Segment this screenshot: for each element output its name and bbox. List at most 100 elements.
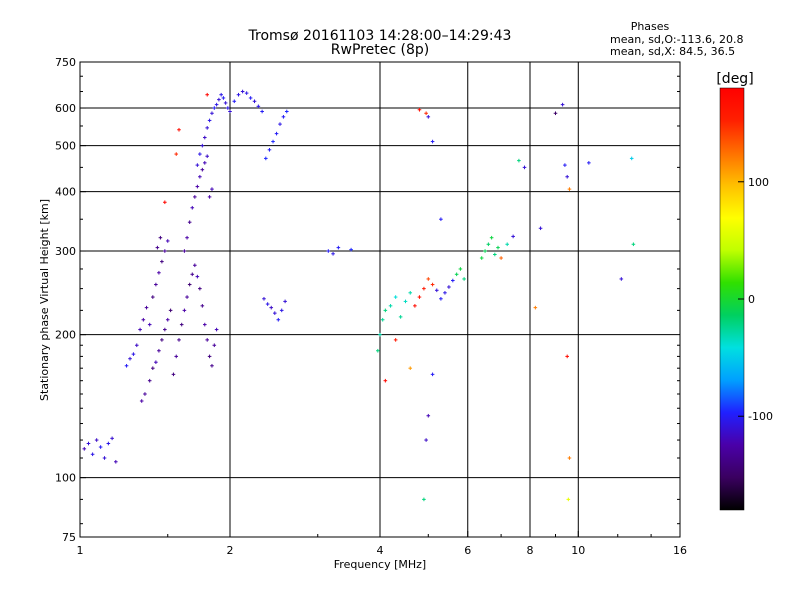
data-point	[154, 282, 158, 287]
data-point	[252, 99, 257, 104]
data-point	[171, 372, 176, 377]
data-point	[212, 343, 217, 348]
data-point	[244, 91, 249, 95]
x-tick-label: 8	[527, 544, 534, 557]
data-point	[408, 291, 413, 295]
data-point	[94, 438, 99, 442]
data-point	[331, 251, 335, 256]
data-point	[179, 322, 184, 327]
data-point	[486, 242, 491, 247]
data-point	[417, 107, 422, 112]
data-point	[193, 195, 197, 199]
data-point	[462, 277, 466, 281]
data-point	[139, 399, 144, 403]
data-point	[200, 143, 205, 148]
data-point	[276, 317, 281, 322]
data-point	[202, 135, 207, 140]
data-point	[272, 311, 277, 315]
data-points	[82, 89, 636, 502]
data-point	[260, 109, 264, 114]
data-point	[98, 445, 103, 449]
data-point	[177, 338, 181, 342]
data-point	[163, 249, 167, 253]
data-point	[134, 343, 139, 348]
y-tick-label: 300	[55, 245, 76, 258]
data-point	[221, 96, 226, 100]
data-point	[426, 277, 431, 281]
data-point	[567, 456, 572, 460]
data-point	[479, 256, 484, 260]
data-point	[177, 127, 181, 132]
y-tick-label: 750	[55, 56, 76, 69]
data-point	[496, 245, 500, 250]
data-point	[284, 109, 289, 114]
data-point	[110, 436, 114, 441]
data-point	[131, 352, 136, 356]
data-point	[217, 97, 221, 102]
y-tick-label: 200	[55, 329, 76, 342]
data-point	[265, 302, 270, 306]
data-point	[398, 315, 403, 319]
x-tick-label: 6	[464, 544, 471, 557]
data-point	[174, 152, 179, 156]
data-point	[195, 163, 200, 167]
data-point	[165, 239, 170, 243]
data-point	[195, 274, 200, 279]
data-point	[198, 152, 202, 156]
data-point	[158, 235, 163, 240]
chart-subtitle: RwPretec (8p)	[331, 42, 429, 58]
colorbar-label: [deg]	[716, 71, 753, 87]
data-point	[226, 106, 230, 110]
data-point	[214, 102, 219, 107]
stats-heading: Phases	[631, 20, 670, 33]
data-point	[147, 378, 152, 383]
x-tick-label: 10	[571, 544, 585, 557]
data-point	[505, 242, 509, 247]
data-point	[454, 272, 459, 277]
data-point	[205, 126, 209, 130]
data-point	[195, 184, 200, 189]
data-point	[144, 305, 149, 310]
data-point	[511, 234, 515, 239]
data-point	[106, 441, 111, 446]
data-point	[90, 452, 95, 457]
data-point	[147, 322, 152, 327]
data-point	[143, 392, 147, 396]
data-point	[274, 131, 279, 136]
y-tick-label: 100	[55, 472, 76, 485]
data-point	[264, 156, 268, 161]
data-point	[629, 156, 634, 161]
data-point	[380, 317, 385, 322]
data-point	[499, 256, 503, 260]
data-point	[190, 272, 195, 277]
data-point	[187, 282, 192, 287]
x-tick-label: 1	[77, 544, 84, 557]
data-point	[522, 165, 527, 170]
data-point	[388, 304, 393, 308]
data-point	[124, 363, 129, 368]
y-tick-label: 400	[55, 186, 76, 199]
data-point	[202, 322, 207, 327]
data-point	[281, 115, 286, 119]
stats-line-x: mean, sd,X: 84.5, 36.5	[610, 45, 735, 58]
data-point	[210, 111, 214, 116]
y-tick-label: 75	[62, 531, 76, 544]
x-tick-label: 16	[673, 544, 687, 557]
data-point	[236, 92, 241, 97]
data-point	[168, 308, 173, 313]
data-point	[587, 161, 591, 165]
data-point	[219, 92, 223, 97]
x-axis-label: Frequency [MHz]	[334, 558, 426, 571]
data-point	[248, 96, 253, 100]
data-point	[151, 366, 155, 370]
data-point	[185, 235, 189, 240]
data-point	[160, 259, 164, 264]
data-point	[223, 101, 228, 105]
data-point	[349, 247, 353, 252]
data-point	[326, 249, 331, 253]
data-point	[483, 249, 487, 253]
y-tick-label: 600	[55, 102, 76, 115]
data-point	[205, 154, 209, 159]
data-point	[154, 360, 158, 365]
